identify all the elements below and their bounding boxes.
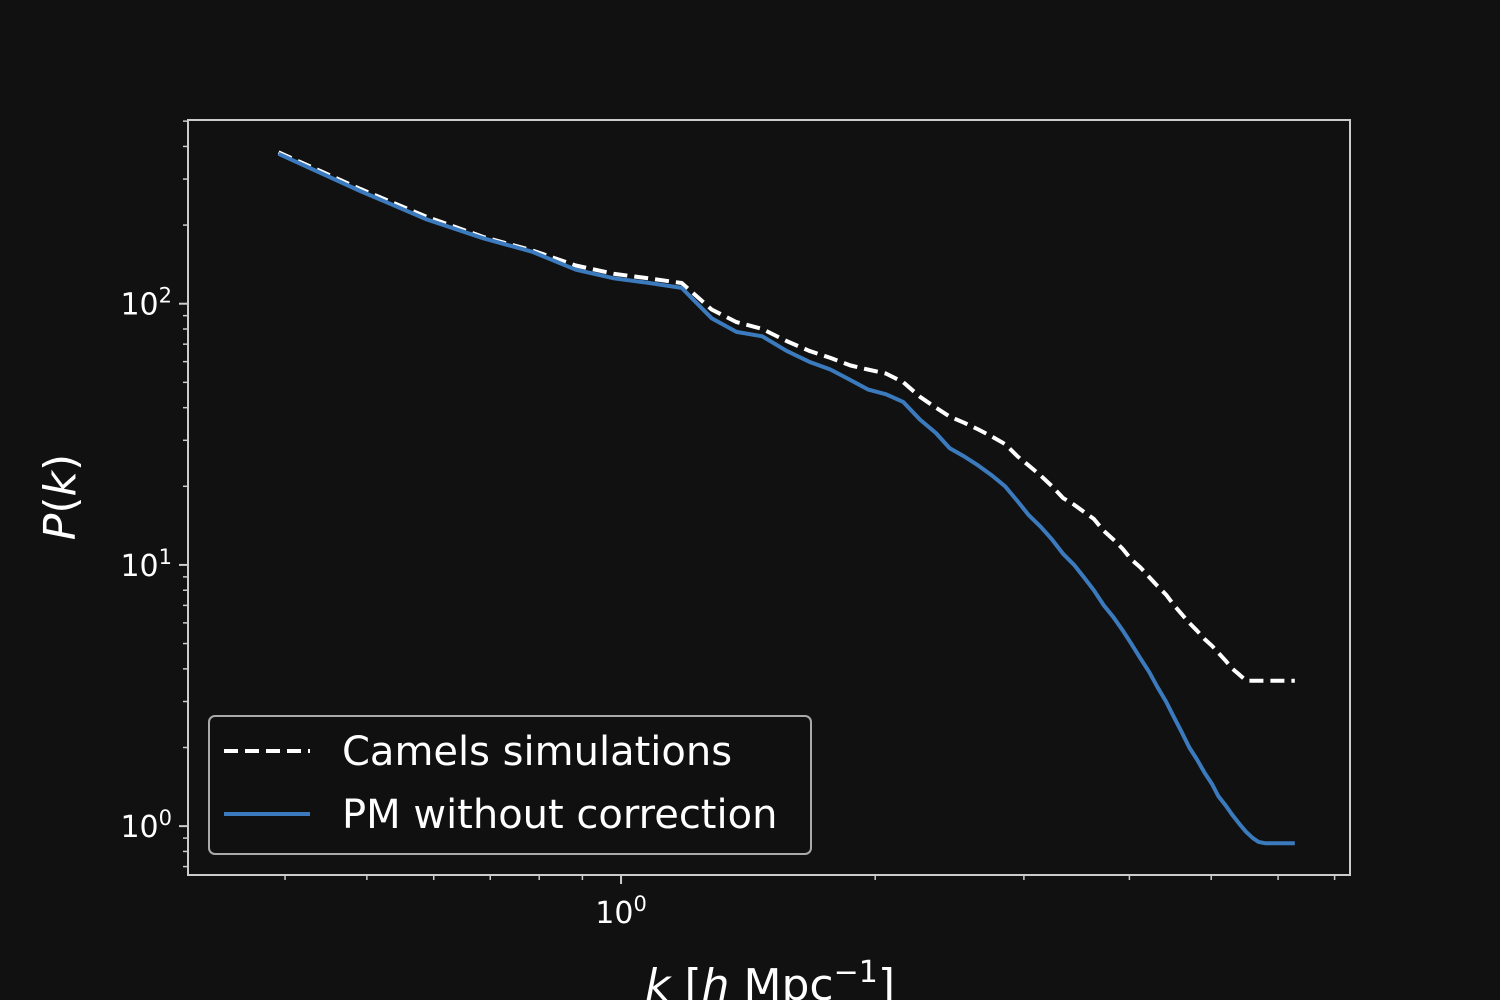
- legend-label-camels: Camels simulations: [342, 729, 732, 775]
- series-layer: [277, 150, 1295, 846]
- x-axis-label: k [h Mpc−1]: [645, 955, 895, 1000]
- axis-ticks: 100 101 102 100: [120, 120, 1336, 931]
- y-axis-label: P(k): [35, 454, 86, 540]
- series-line-pm: [277, 151, 1295, 846]
- y-tick-label: 100: [120, 806, 172, 845]
- y-tick-label: 101: [120, 545, 172, 584]
- x-tick-label: 100: [595, 892, 647, 931]
- series-line-camels: [277, 150, 1295, 683]
- legend-label-pm: PM without correction: [342, 792, 777, 838]
- legend: Camels simulations PM without correction: [208, 715, 812, 855]
- legend-box: [208, 715, 812, 855]
- axes-frame: [187, 119, 1351, 876]
- y-tick-label: 102: [120, 284, 172, 323]
